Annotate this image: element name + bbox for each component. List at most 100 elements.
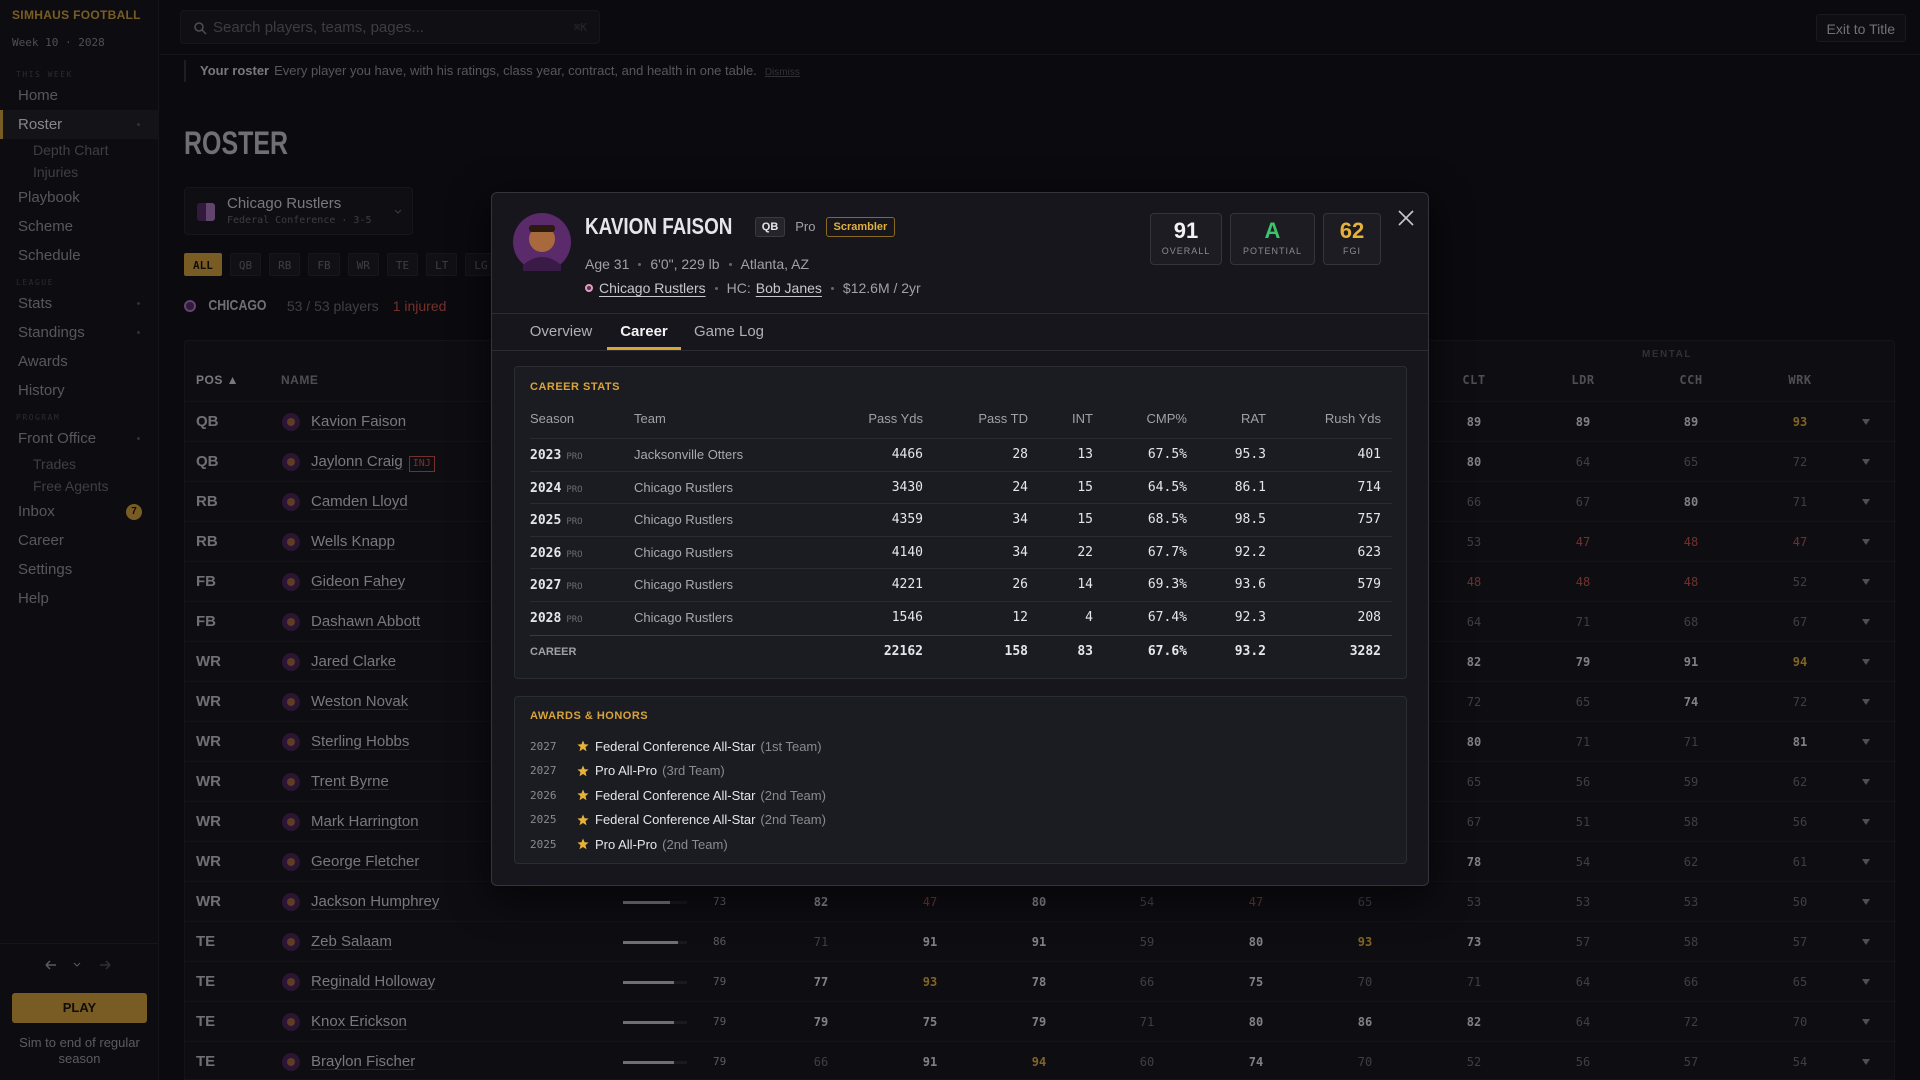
- team-link[interactable]: Chicago Rustlers: [599, 280, 706, 296]
- nav-subitem[interactable]: Free Agents: [33, 478, 109, 494]
- row-expand[interactable]: [1861, 458, 1871, 466]
- nav-item[interactable]: Stats: [0, 289, 158, 318]
- player-name[interactable]: Braylon Fischer: [311, 1053, 416, 1070]
- nav-item[interactable]: Inbox 7: [0, 497, 158, 526]
- tab[interactable]: Career: [607, 313, 681, 350]
- nav-item[interactable]: Schedule: [0, 241, 158, 270]
- rating-label: OVERALL: [1161, 246, 1211, 256]
- nav-item[interactable]: Standings: [0, 318, 158, 347]
- nav-subitem[interactable]: Injuries: [33, 164, 79, 180]
- divider: [492, 313, 1428, 314]
- row-expand[interactable]: [1861, 498, 1871, 506]
- roster-row[interactable]: TE Knox Erickson 79 79 75 79 71 80 86 82 64 72 70: [185, 1001, 1896, 1041]
- coach-link[interactable]: Bob Janes: [755, 280, 822, 296]
- roster-row[interactable]: TE Zeb Salaam 86 71 91 91 59 80 93 73 57 58 57: [185, 921, 1896, 961]
- row-expand[interactable]: [1861, 818, 1871, 826]
- exit-button[interactable]: Exit to Title: [1815, 14, 1906, 42]
- sim-button[interactable]: Sim to end of regular season: [19, 1035, 140, 1066]
- player-name[interactable]: Kavion Faison: [311, 413, 407, 430]
- award-year: 2027: [530, 739, 557, 753]
- rating: 70: [1357, 975, 1373, 989]
- player-name[interactable]: Gideon Fahey: [311, 573, 406, 590]
- avatar-face: [287, 1058, 295, 1066]
- name-row: KAVION FAISON QB Pro Scrambler: [585, 213, 896, 240]
- rating: 65: [1357, 895, 1373, 909]
- nav-item[interactable]: Front Office: [0, 424, 158, 453]
- filter-chip[interactable]: FB: [308, 253, 340, 276]
- player-name[interactable]: Jaylonn Craig: [311, 453, 403, 470]
- dismiss-link[interactable]: Dismiss: [764, 67, 800, 78]
- team-selector[interactable]: Chicago Rustlers Federal Conference · 3-5: [184, 187, 413, 235]
- row-expand[interactable]: [1861, 898, 1871, 906]
- filter-chip[interactable]: LT: [426, 253, 458, 276]
- name-cell: Gideon Fahey: [311, 562, 405, 602]
- season-year: 2025: [530, 513, 562, 528]
- player-name[interactable]: Mark Harrington: [311, 813, 419, 830]
- filter-chip[interactable]: WR: [347, 253, 379, 276]
- row-expand[interactable]: [1861, 578, 1871, 586]
- row-expand[interactable]: [1861, 418, 1871, 426]
- row-expand[interactable]: [1861, 938, 1871, 946]
- filter-chip[interactable]: ALL: [184, 253, 222, 276]
- filter-chip[interactable]: QB: [229, 253, 262, 276]
- nav-item[interactable]: Scheme: [0, 212, 158, 241]
- nav-item[interactable]: Settings: [0, 555, 158, 584]
- column-header: INT: [1072, 411, 1093, 426]
- season: 2023 PRO: [530, 439, 583, 473]
- nav-item[interactable]: Career: [0, 526, 158, 555]
- search-box[interactable]: Search players, teams, pages... ⌘K: [180, 10, 600, 44]
- position: WR: [196, 853, 221, 870]
- player-name[interactable]: Jared Clarke: [311, 653, 397, 670]
- player-name[interactable]: Trent Byrne: [311, 773, 389, 790]
- player-name[interactable]: Dashawn Abbott: [311, 613, 421, 630]
- nav-item[interactable]: Home: [0, 81, 158, 110]
- player-name[interactable]: Reginald Holloway: [311, 973, 436, 990]
- history-menu[interactable]: [73, 962, 81, 967]
- filter-chip[interactable]: RB: [269, 253, 301, 276]
- player-name[interactable]: George Fletcher: [311, 853, 420, 870]
- nav-subitem[interactable]: Trades: [33, 456, 77, 472]
- mental-rating: 74: [1683, 695, 1699, 709]
- row-expand[interactable]: [1861, 858, 1871, 866]
- mental-rating: 54: [1575, 855, 1591, 869]
- player-name[interactable]: Camden Lloyd: [311, 493, 408, 510]
- row-expand[interactable]: [1861, 698, 1871, 706]
- mental-rating: 67: [1575, 495, 1591, 509]
- row-expand[interactable]: [1861, 1058, 1871, 1066]
- back-arrow[interactable]: [45, 960, 56, 970]
- tab[interactable]: Overview: [529, 323, 593, 340]
- team: Chicago Rustlers: [634, 512, 733, 527]
- row-expand[interactable]: [1861, 978, 1871, 986]
- star: [577, 789, 589, 801]
- player-name[interactable]: Knox Erickson: [311, 1013, 407, 1030]
- tab[interactable]: Game Log: [693, 323, 765, 340]
- player-name[interactable]: Sterling Hobbs: [311, 733, 410, 750]
- name-cell: Braylon Fischer: [311, 1042, 415, 1080]
- position: TE: [196, 1053, 216, 1070]
- search-icon-lens: [194, 22, 204, 32]
- player-name[interactable]: Wells Knapp: [311, 533, 395, 550]
- nav-item[interactable]: Playbook: [0, 183, 158, 212]
- filter-chip[interactable]: TE: [386, 253, 419, 276]
- nav-item[interactable]: Roster: [0, 110, 158, 139]
- forward-arrow[interactable]: [100, 960, 111, 970]
- row-expand[interactable]: [1861, 658, 1871, 666]
- player-name[interactable]: Jackson Humphrey: [311, 893, 440, 910]
- close-button[interactable]: [1397, 209, 1415, 227]
- roster-row[interactable]: TE Braylon Fischer 79 66 91 94 60 74 70 52 56 57 54: [185, 1041, 1896, 1080]
- position: TE: [196, 933, 216, 950]
- row-expand[interactable]: [1861, 738, 1871, 746]
- play-button[interactable]: PLAY: [12, 993, 147, 1023]
- roster-row[interactable]: TE Reginald Holloway 79 77 93 78 66 75 70 71 64 66 6…: [185, 961, 1896, 1001]
- player-name[interactable]: Weston Novak: [311, 693, 409, 710]
- row-expand[interactable]: [1861, 778, 1871, 786]
- nav-subitem[interactable]: Depth Chart: [33, 142, 109, 158]
- nav-item[interactable]: Awards: [0, 347, 158, 376]
- player-name[interactable]: Zeb Salaam: [311, 933, 392, 950]
- row-expand[interactable]: [1861, 1018, 1871, 1026]
- row-expand[interactable]: [1861, 538, 1871, 546]
- nav-item[interactable]: Help: [0, 584, 158, 613]
- nav-item[interactable]: History: [0, 376, 158, 405]
- row-expand[interactable]: [1861, 618, 1871, 626]
- ovr-value: 79: [713, 1015, 727, 1028]
